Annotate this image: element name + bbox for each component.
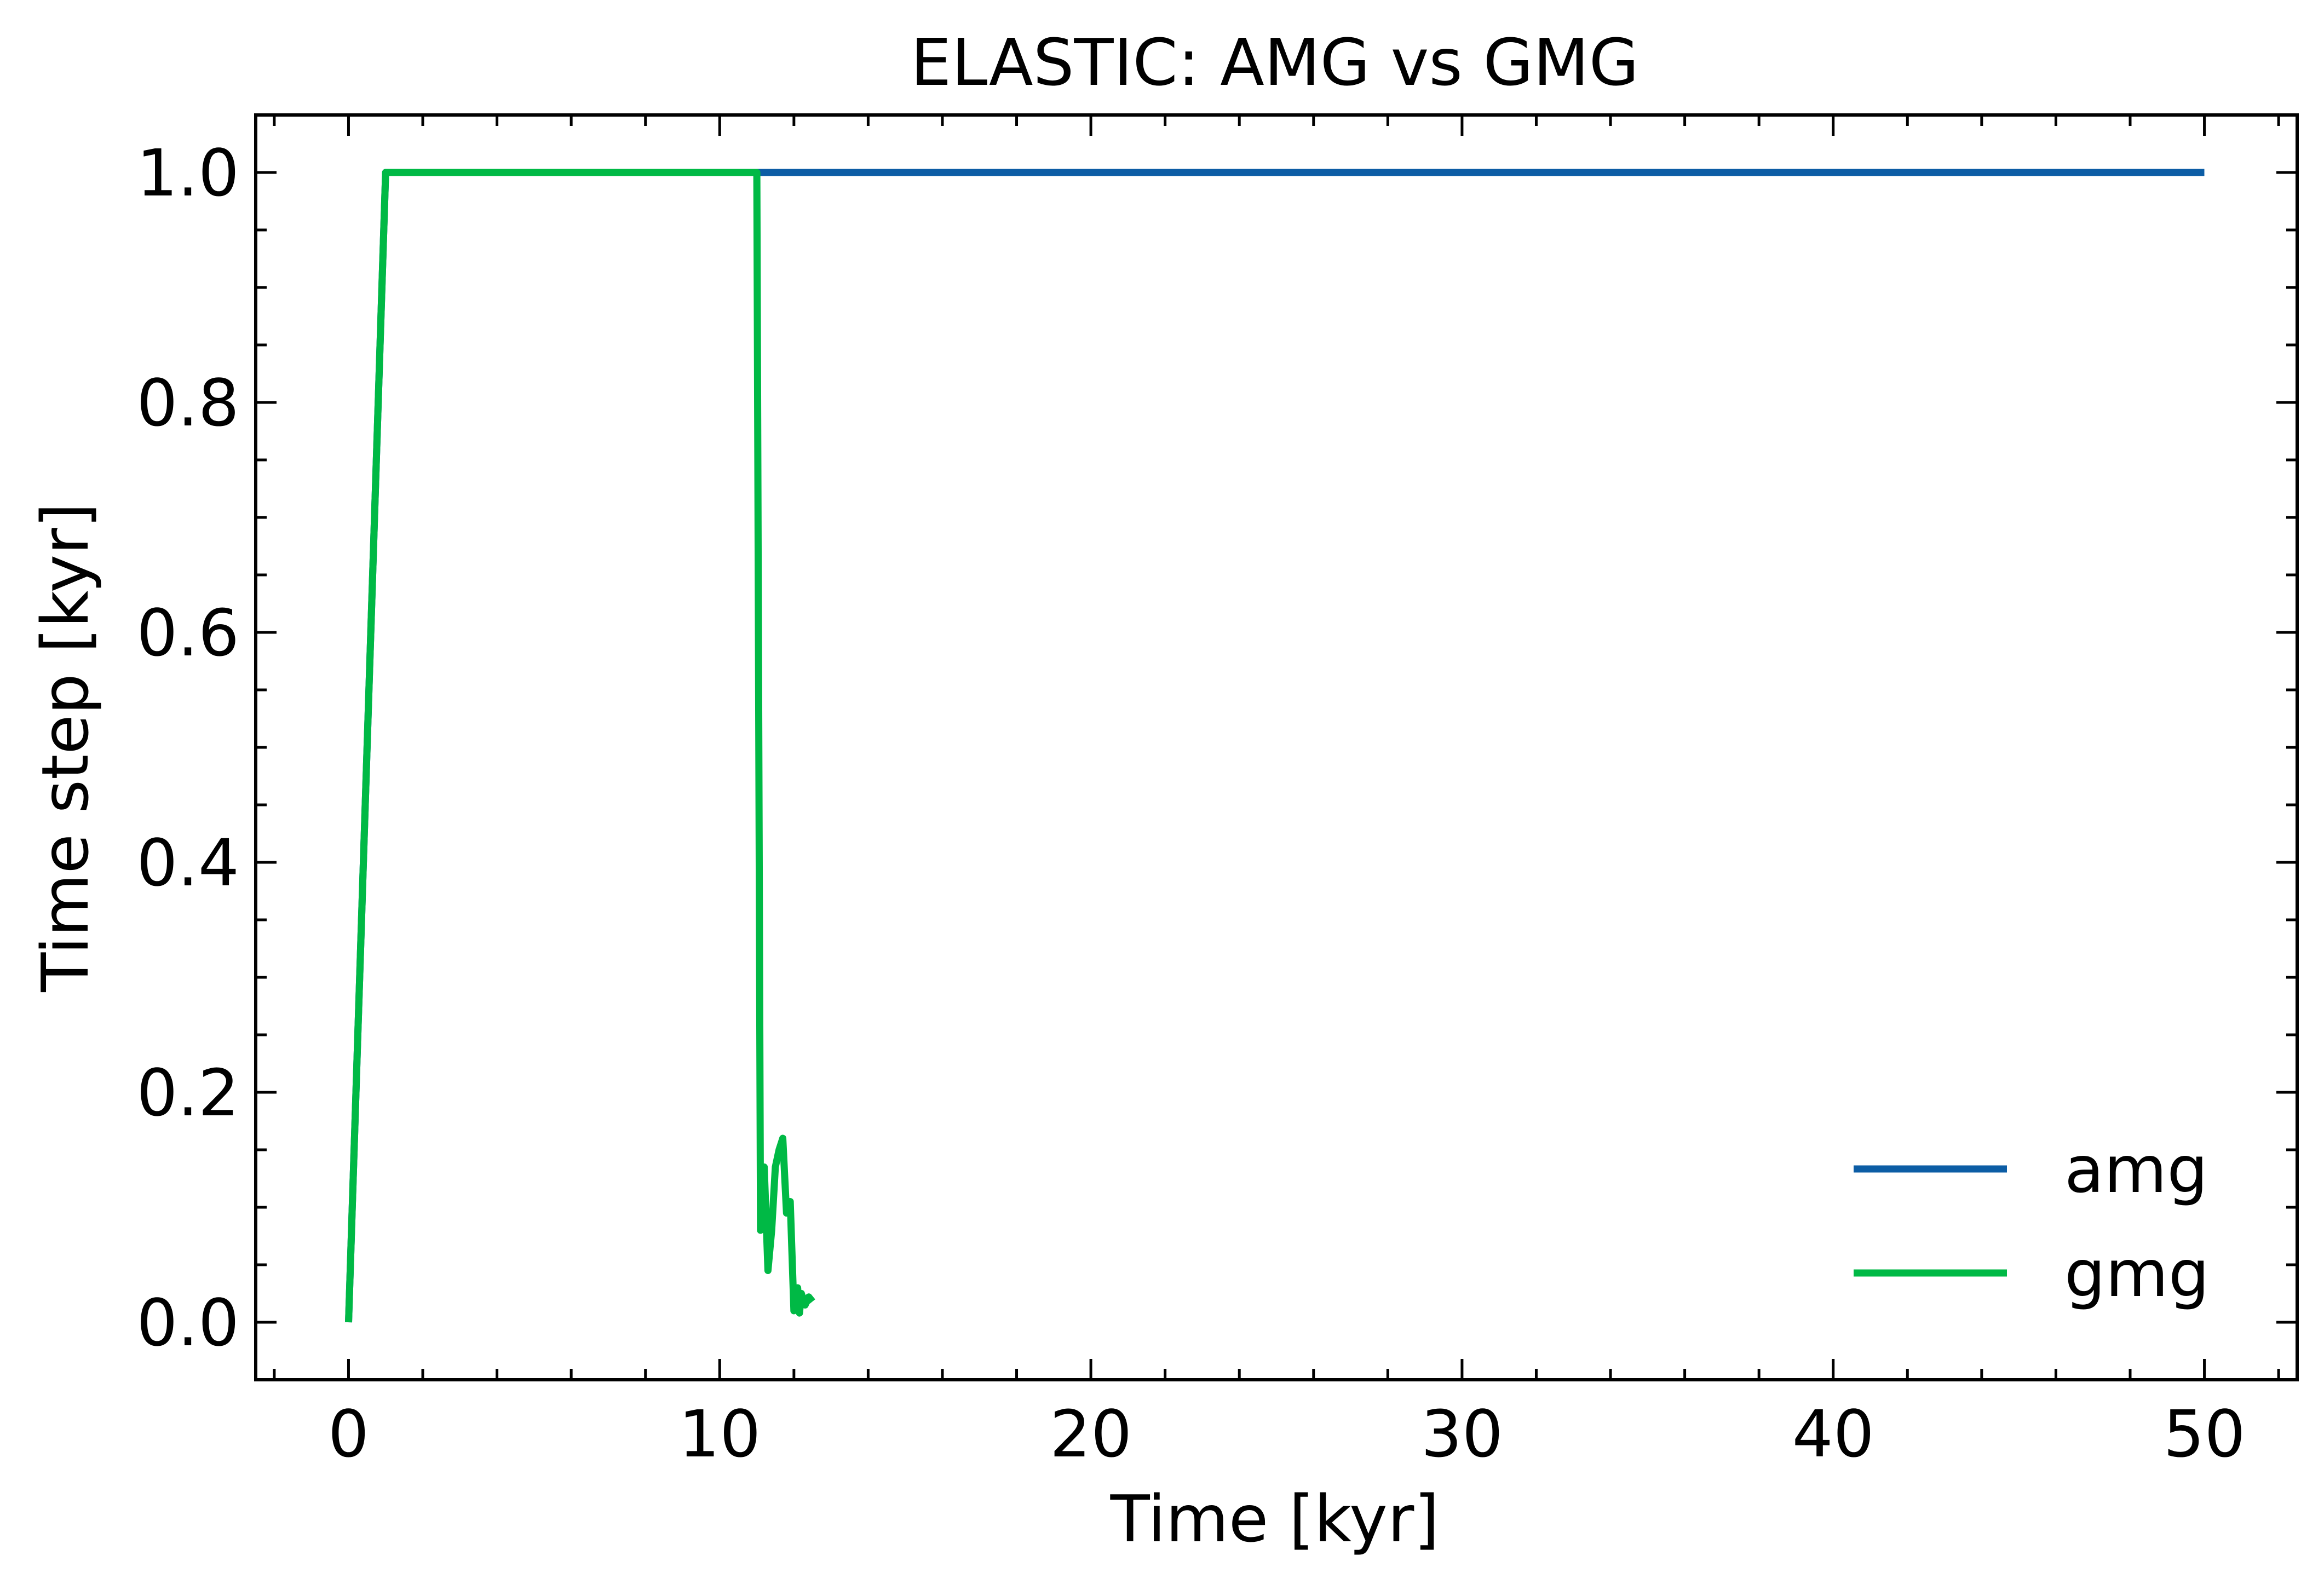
x-tick-label: 10 <box>678 1396 761 1472</box>
series-lines <box>345 169 2205 1323</box>
y-tick-label: 0.2 <box>136 1055 239 1131</box>
legend-label-gmg: gmg <box>2064 1236 2210 1311</box>
x-tick-label: 30 <box>1421 1396 1503 1472</box>
y-tick-label: 0.4 <box>136 825 239 901</box>
y-axis-label: Time step [kyr] <box>27 503 103 993</box>
series-line-gmg <box>345 169 815 1323</box>
tick-labels: 0 10 20 30 40 50 0.0 0.2 0.4 0.6 0.8 1.0 <box>136 135 2245 1472</box>
legend-label-amg: amg <box>2064 1132 2208 1207</box>
x-axis-label: Time [kyr] <box>1110 1481 1440 1557</box>
plot-frame <box>254 113 2299 1381</box>
x-tick-label: 40 <box>1792 1396 1874 1472</box>
y-tick-label: 0.6 <box>136 595 239 671</box>
legend: amg gmg <box>1854 1132 2210 1311</box>
y-tick-label: 0.8 <box>136 365 239 441</box>
axis-ticks <box>256 113 2297 1381</box>
x-tick-label: 0 <box>328 1396 369 1472</box>
x-tick-label: 50 <box>2163 1396 2245 1472</box>
chart-title: ELASTIC: AMG vs GMG <box>911 25 1639 100</box>
y-tick-label: 0.0 <box>136 1285 239 1361</box>
y-tick-label: 1.0 <box>136 135 239 211</box>
x-tick-label: 20 <box>1050 1396 1132 1472</box>
series-line-amg <box>345 169 2205 1323</box>
